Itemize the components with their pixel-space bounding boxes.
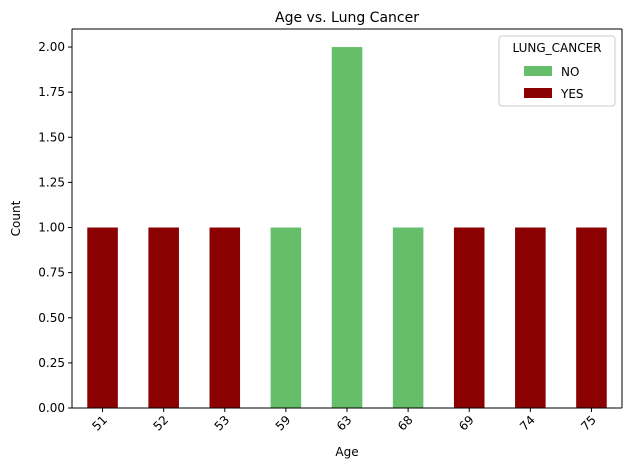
- legend-label-no: NO: [561, 65, 579, 79]
- bars-layer: [87, 47, 607, 409]
- y-tick-label: 0.50: [38, 311, 65, 325]
- legend-swatch-yes: [524, 88, 552, 98]
- bar-yes-75: [576, 227, 607, 408]
- y-axis-label: Count: [9, 200, 23, 236]
- y-tick-label: 1.75: [38, 85, 65, 99]
- legend-swatch-no: [524, 66, 552, 76]
- y-tick-label: 0.75: [38, 266, 65, 280]
- legend-label-yes: YES: [560, 87, 584, 101]
- legend: LUNG_CANCER NO YES: [498, 35, 616, 107]
- bar-no-59: [270, 227, 302, 408]
- legend-title: LUNG_CANCER: [512, 41, 601, 55]
- bar-yes-53: [209, 227, 241, 408]
- bar-yes-74: [515, 227, 546, 408]
- y-tick-label: 0.00: [38, 401, 65, 415]
- y-tick-label: 0.25: [38, 356, 65, 370]
- x-axis-label: Age: [335, 445, 358, 459]
- bar-yes-52: [148, 227, 179, 408]
- y-tick-label: 1.00: [38, 221, 65, 235]
- bar-no-68: [392, 227, 424, 408]
- y-tick-label: 1.25: [38, 175, 65, 189]
- bar-yes-51: [87, 227, 118, 408]
- y-tick-label: 1.50: [38, 130, 65, 144]
- chart-title: Age vs. Lung Cancer: [275, 10, 419, 26]
- bar-no-63: [331, 47, 363, 409]
- y-tick-label: 2.00: [38, 40, 65, 54]
- bar-yes-69: [453, 227, 485, 408]
